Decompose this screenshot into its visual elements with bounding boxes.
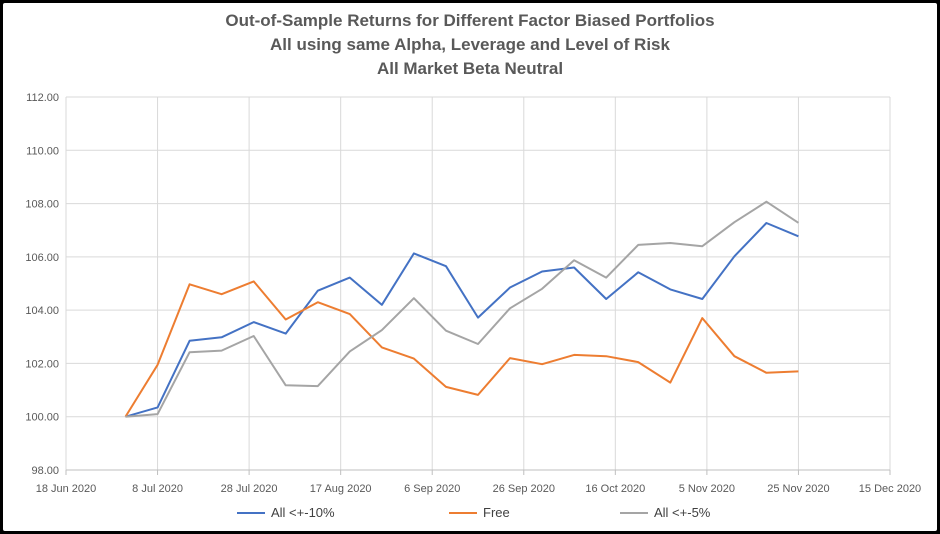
x-tick-label: 18 Jun 2020 <box>36 483 97 495</box>
legend-label: All <+-10% <box>271 505 335 520</box>
legend-label: Free <box>483 505 510 520</box>
series-line-1 <box>124 280 799 418</box>
chart-title-line-3: All Market Beta Neutral <box>376 59 564 78</box>
y-tick-label: 104.00 <box>25 305 59 317</box>
chart-panel: Out-of-Sample Returns for Different Fact… <box>3 3 937 531</box>
y-tick-label: 112.00 <box>26 92 59 104</box>
y-tick-label: 98.00 <box>31 465 59 477</box>
x-tick-label: 25 Nov 2020 <box>767 483 829 495</box>
chart-title-line-2: All using same Alpha, Leverage and Level… <box>270 35 670 54</box>
legend-item: All <+-5% <box>620 505 710 520</box>
x-tick-label: 28 Jul 2020 <box>221 483 278 495</box>
y-tick-label: 108.00 <box>25 199 59 211</box>
y-tick-label: 102.00 <box>25 358 59 370</box>
y-tick-label: 100.00 <box>25 412 59 424</box>
x-tick-label: 8 Jul 2020 <box>132 483 183 495</box>
y-tick-label: 110.00 <box>26 145 59 157</box>
legend-swatch <box>620 511 648 514</box>
legend-swatch <box>449 511 477 514</box>
series-line-0 <box>125 222 799 418</box>
series-line-2 <box>125 200 799 418</box>
y-tick-label: 106.00 <box>25 252 59 264</box>
x-tick-label: 5 Nov 2020 <box>679 483 735 495</box>
chart-title-line-1: Out-of-Sample Returns for Different Fact… <box>225 11 715 30</box>
x-tick-label: 17 Aug 2020 <box>310 483 372 495</box>
x-tick-label: 16 Oct 2020 <box>585 483 645 495</box>
line-chart: 98.00 100.00 102.00 104.00 106.00 108.00 110.0… <box>25 92 921 495</box>
legend-item: All <+-10% <box>237 505 335 520</box>
legend-swatch <box>237 511 265 514</box>
legend-item: Free <box>449 505 510 520</box>
x-tick-label: 15 Dec 2020 <box>859 483 921 495</box>
x-tick-label: 26 Sep 2020 <box>493 483 555 495</box>
legend-label: All <+-5% <box>654 505 711 520</box>
x-tick-label: 6 Sep 2020 <box>404 483 460 495</box>
chart-legend: All <+-10% Free All <+-5% <box>3 505 937 525</box>
